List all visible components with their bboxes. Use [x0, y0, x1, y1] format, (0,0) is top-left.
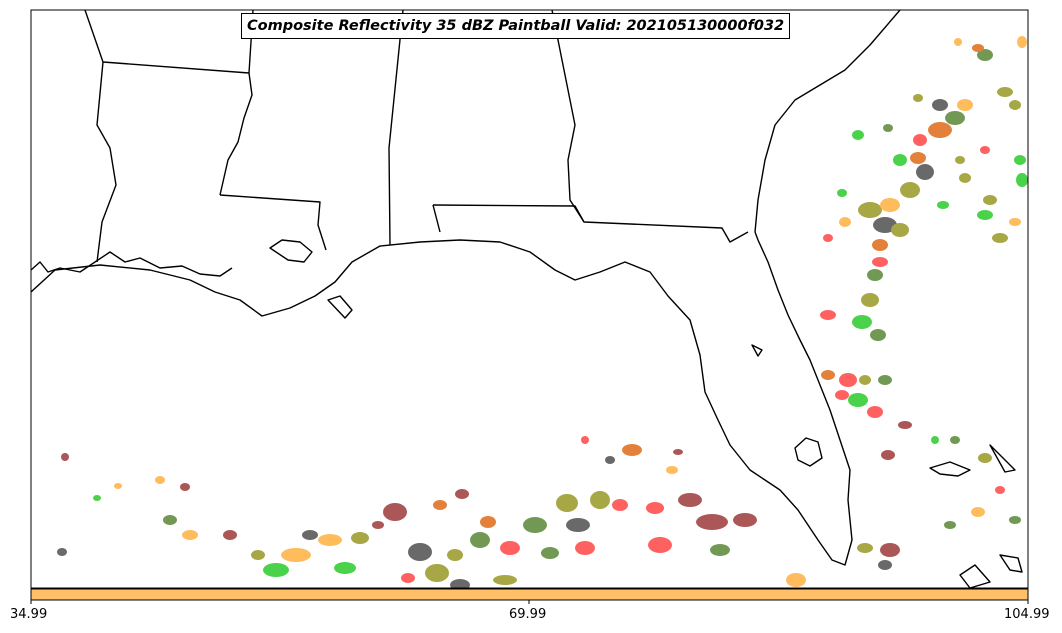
map-area [31, 10, 1028, 588]
map-frame [30, 9, 1029, 589]
colorbar [30, 588, 1029, 601]
colorbar-tick-label-max: 104.99 [1004, 607, 1050, 622]
map-title: Composite Reflectivity 35 dBZ Paintball … [241, 13, 791, 39]
reflectivity-paintball [57, 36, 1028, 588]
colorbar-tick-label-min: 34.99 [10, 607, 48, 622]
state-borders [31, 10, 1023, 588]
colorbar-tick-label-mid: 69.99 [509, 607, 547, 622]
